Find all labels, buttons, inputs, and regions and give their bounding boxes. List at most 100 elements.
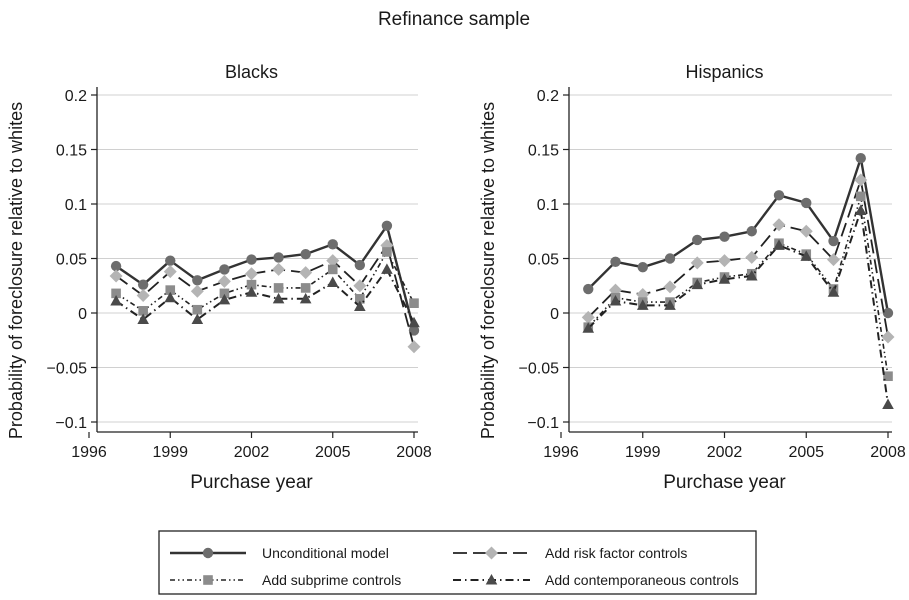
legend-marker-diamond (485, 546, 498, 560)
data-point-circle (882, 307, 894, 319)
data-point-circle (408, 325, 420, 336)
data-point-diamond (581, 310, 595, 324)
x-tick-label: 2008 (396, 444, 432, 461)
data-point-circle (664, 253, 676, 264)
data-point-circle (583, 283, 594, 295)
y-tick-label: 0.05 (56, 252, 87, 269)
data-point-diamond (407, 340, 421, 354)
data-point-square (165, 285, 176, 295)
data-point-circle (828, 235, 839, 247)
data-point-square (883, 371, 893, 382)
legend: Unconditional model Add risk factor contr… (158, 530, 757, 595)
data-point-diamond (663, 280, 677, 294)
data-point-triangle (582, 322, 595, 333)
data-point-triangle (381, 263, 393, 274)
data-point-diamond (190, 284, 204, 298)
data-point-circle (273, 252, 284, 263)
data-point-square (300, 283, 311, 293)
series-1 (110, 220, 420, 336)
series-line (587, 156, 890, 314)
series-line (115, 251, 415, 312)
data-point-triangle (800, 250, 813, 261)
data-point-square (273, 283, 284, 293)
y-tick-label: 0.1 (65, 197, 87, 214)
data-point-triangle (636, 299, 649, 310)
data-point-circle (110, 260, 122, 272)
legend-label: Add contemporaneous controls (545, 572, 739, 588)
data-point-triangle (882, 398, 894, 410)
series-2 (109, 238, 421, 354)
x-tick-label: 2002 (707, 444, 743, 461)
data-point-circle (327, 239, 338, 250)
data-point-triangle (827, 286, 840, 297)
data-point-circle (773, 190, 785, 201)
y-tick-label: −0.1 (55, 415, 87, 432)
data-point-square (111, 288, 121, 299)
data-point-circle (192, 275, 203, 286)
data-point-square (409, 298, 419, 308)
data-point-diamond (718, 254, 731, 268)
series-line (587, 209, 889, 405)
data-point-square (192, 304, 203, 315)
data-point-circle (746, 226, 757, 237)
legend-label: Unconditional model (262, 545, 389, 561)
data-point-diamond (109, 269, 123, 283)
data-point-triangle (110, 295, 122, 306)
data-point-triangle (245, 286, 258, 297)
data-point-diamond (163, 265, 177, 279)
data-point-triangle (745, 269, 758, 281)
series-line (587, 195, 889, 377)
y-axis-title: Probability of foreclosure relative to w… (6, 102, 26, 439)
x-tick-label: 2008 (870, 444, 906, 461)
series-4 (582, 204, 894, 410)
data-point-triangle (137, 313, 149, 325)
data-point-diamond (854, 173, 868, 187)
data-point-circle (354, 259, 366, 271)
series-1 (583, 153, 894, 319)
data-point-square (382, 247, 392, 257)
panel-title: Hispanics (685, 62, 763, 82)
data-point-circle (246, 254, 257, 265)
y-tick-label: 0.15 (56, 143, 87, 160)
data-point-diamond (245, 267, 258, 281)
series-line (115, 224, 416, 331)
series-3 (111, 247, 419, 316)
data-point-diamond (136, 289, 150, 303)
data-point-diamond (799, 224, 813, 238)
y-tick-label: −0.05 (47, 361, 88, 378)
data-point-triangle (164, 291, 177, 303)
data-point-diamond (353, 279, 367, 293)
legend-marker-square (203, 575, 213, 585)
data-point-circle (300, 248, 311, 260)
series-3 (583, 191, 893, 382)
data-point-diamond (827, 253, 840, 267)
data-point-triangle (664, 299, 676, 310)
data-point-square (246, 279, 257, 290)
chart-panel-2: Hispanics −0.1 −0.05 0 0.05 0.1 0.15 0.2 1996 199… (478, 62, 906, 493)
y-tick-label: 0.1 (537, 197, 559, 214)
legend-item-3: Add subprime controls (170, 572, 401, 588)
series-line (115, 244, 415, 348)
data-point-diamond (772, 218, 786, 232)
y-tick-label: 0 (78, 306, 87, 323)
legend-item-2: Add risk factor controls (453, 545, 687, 561)
data-point-square (855, 191, 866, 202)
x-tick-label: 1996 (543, 444, 579, 461)
data-point-triangle (218, 293, 231, 305)
legend-label: Add risk factor controls (545, 545, 687, 561)
y-tick-label: 0.05 (528, 252, 559, 269)
data-point-circle (692, 234, 703, 246)
chart-panel-1: Blacks −0.1 −0.05 0 0.05 0.1 0.15 0.2 1996 1999 20… (6, 62, 432, 493)
data-point-triangle (326, 276, 339, 287)
x-axis-title: Purchase year (190, 472, 313, 493)
x-tick-label: 1999 (152, 444, 188, 461)
legend-frame (158, 530, 757, 595)
data-point-circle (637, 262, 648, 273)
data-point-circle (219, 264, 230, 275)
figure-title: Refinance sample (378, 9, 530, 30)
data-point-diamond (299, 266, 313, 280)
data-point-triangle (299, 292, 312, 304)
legend-label: Add subprime controls (262, 572, 401, 588)
